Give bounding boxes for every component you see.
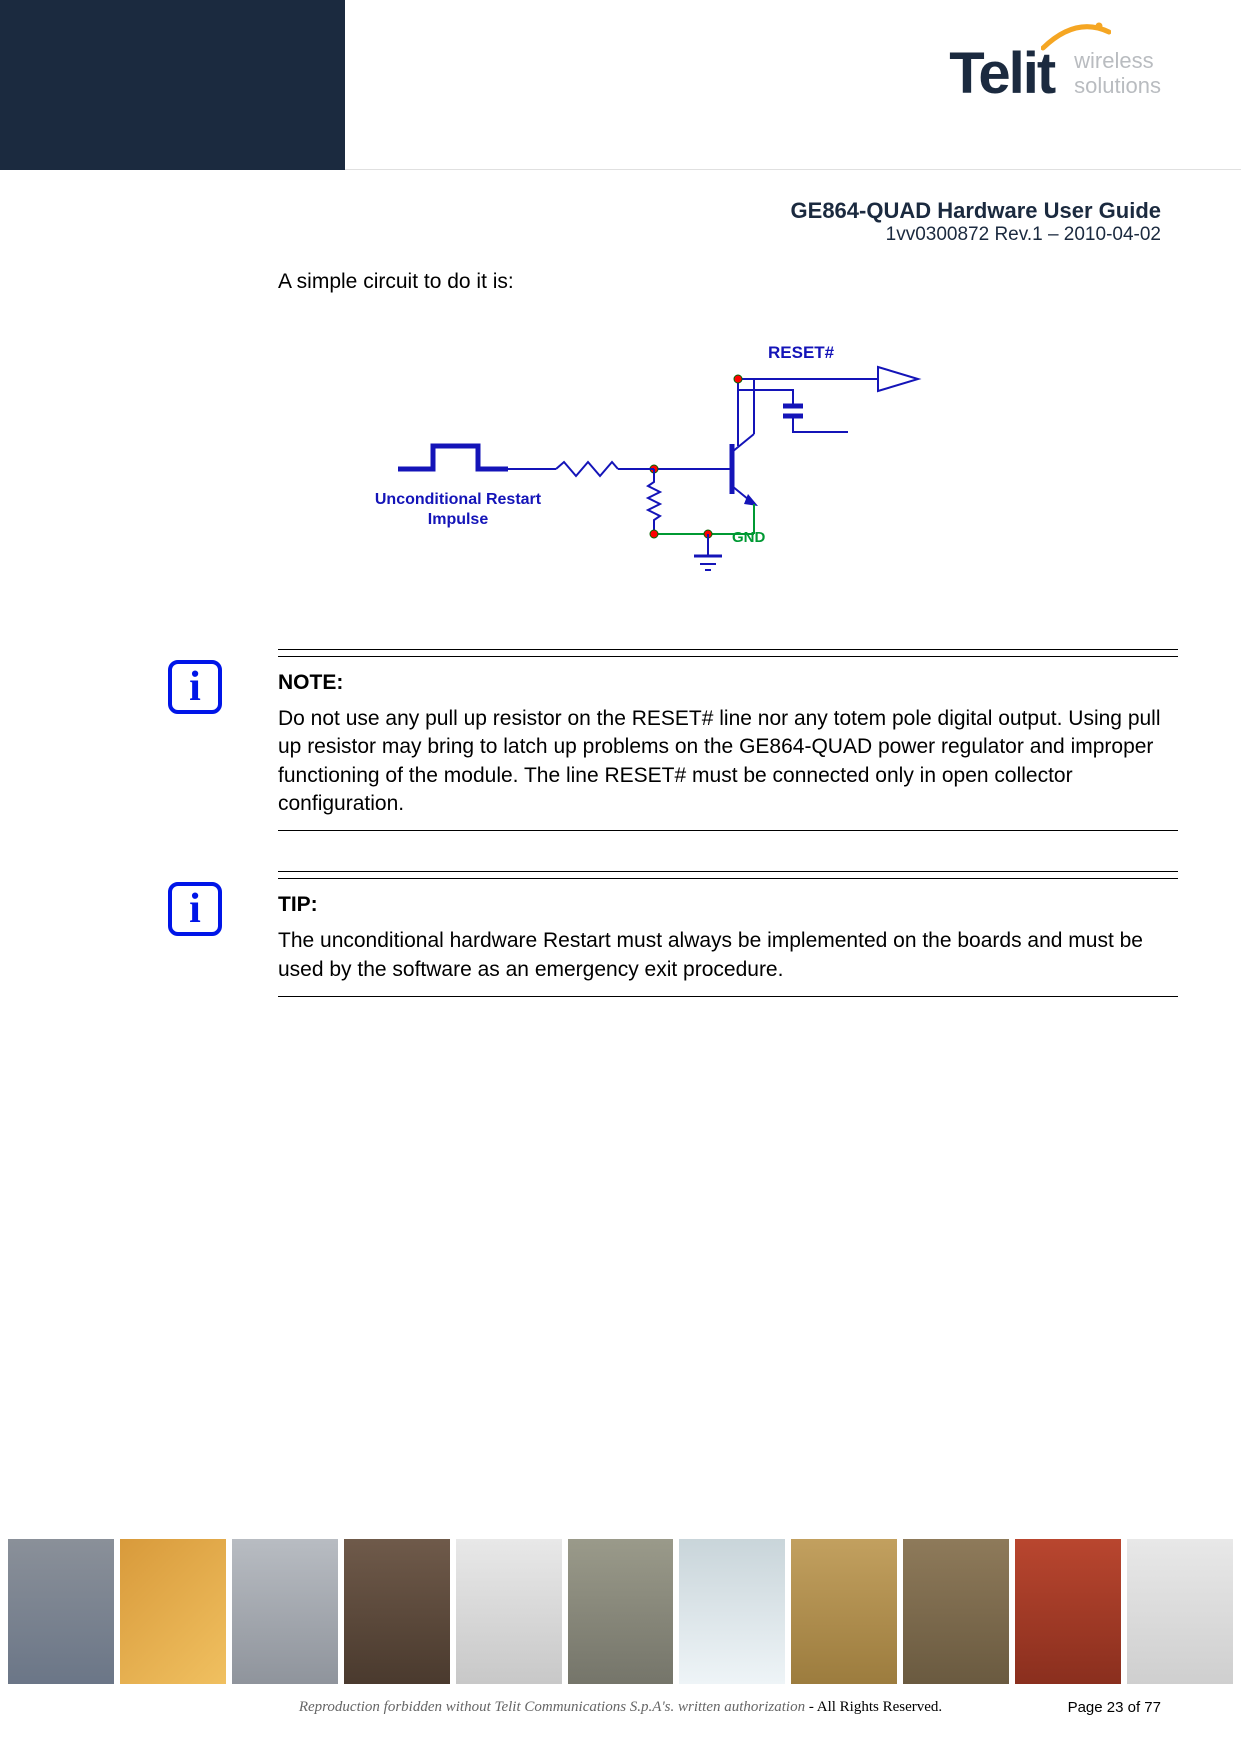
footer-tile [120,1539,226,1684]
footer-tile [232,1539,338,1684]
tip-block: i TIP: The unconditional hardware Restar… [278,871,1178,997]
logo-tagline: wireless solutions [1074,49,1161,97]
footer-tile [344,1539,450,1684]
tagline-line1: wireless [1074,49,1161,73]
footer-tile [903,1539,1009,1684]
info-icon: i [168,882,222,936]
doc-title-block: GE864-QUAD Hardware User Guide 1vv030087… [791,198,1161,246]
note-heading: NOTE: [278,671,1178,695]
header-dark-band [0,0,345,170]
info-icon: i [168,660,222,714]
impulse-label-2: Impulse [428,511,489,528]
footer-collage [0,1539,1241,1684]
doc-subtitle: 1vv0300872 Rev.1 – 2010-04-02 [791,224,1161,246]
logo-label: Telit [949,41,1054,106]
footer-tile [568,1539,674,1684]
tip-heading: TIP: [278,893,1178,917]
gnd-label: GND [732,529,766,546]
footer-tile [8,1539,114,1684]
intro-text: A simple circuit to do it is: [278,270,1178,294]
note-body: Do not use any pull up resistor on the R… [278,705,1178,818]
note-block: i NOTE: Do not use any pull up resistor … [278,649,1178,831]
footer-tile [791,1539,897,1684]
logo-block: Telit wireless solutions [949,40,1161,107]
tagline-line2: solutions [1074,74,1161,98]
footer-tile [1127,1539,1233,1684]
footer-tile [679,1539,785,1684]
footer-tile [456,1539,562,1684]
doc-title: GE864-QUAD Hardware User Guide [791,198,1161,224]
circuit-diagram: RESET# Unconditional Restart Impulse [338,334,958,594]
page-number: Page 23 of 77 [1068,1699,1161,1716]
footer-rights: - All Rights Reserved. [805,1699,942,1715]
footer-tile [1015,1539,1121,1684]
header-white-area: Telit wireless solutions [345,0,1241,170]
footer-copyright: Reproduction forbidden without Telit Com… [0,1699,1241,1716]
logo-swoosh-icon [1041,22,1111,52]
footer-repro: Reproduction forbidden without Telit Com… [299,1699,805,1715]
impulse-label-1: Unconditional Restart [375,491,542,508]
tip-body: The unconditional hardware Restart must … [278,927,1178,984]
logo-text: Telit [949,40,1054,107]
reset-label: RESET# [768,343,835,362]
